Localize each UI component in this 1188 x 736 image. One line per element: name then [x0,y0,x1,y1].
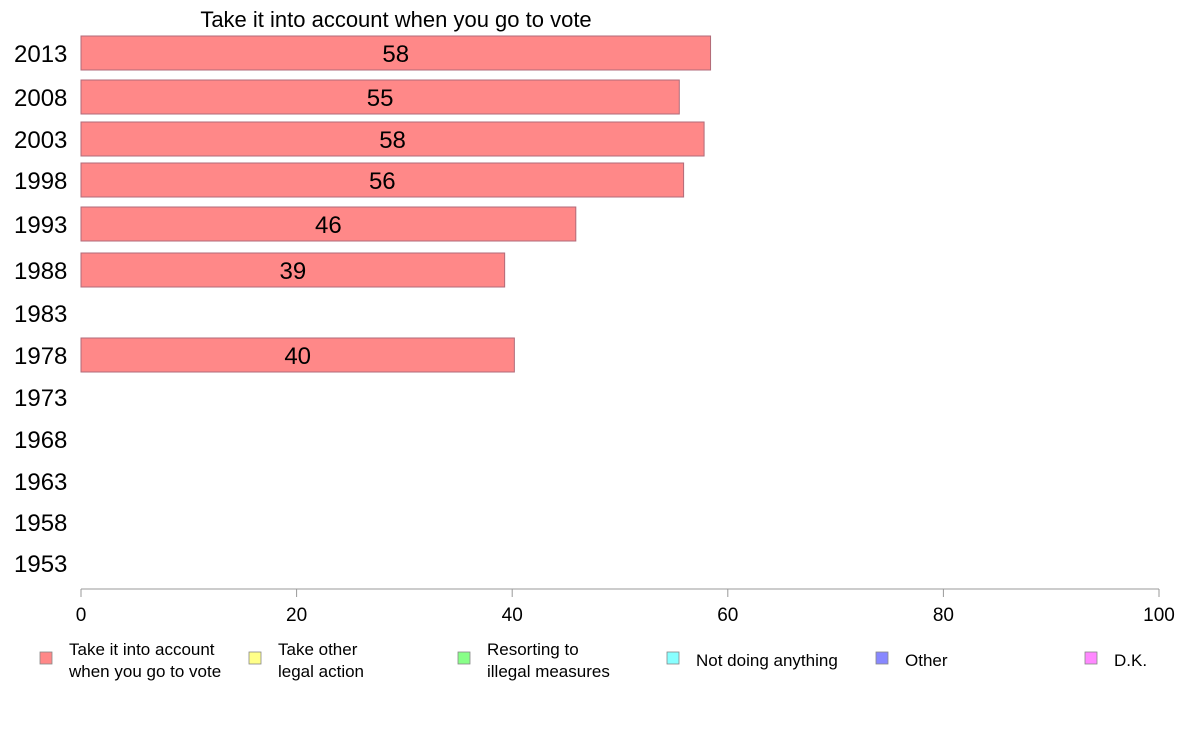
chart-title: Take it into account when you go to vote [200,7,591,32]
category-labels: 2013 2008 2003 1998 1993 1988 1983 1978 1973 1968… [14,41,67,578]
legend-swatch-3 [666,651,680,665]
bar-2013 [80,35,712,71]
legend-swatch-2 [457,651,471,665]
x-tick-label-40: 40 [502,605,523,626]
category-label-1968: 1968 [14,427,67,454]
legend-label-0-0: Take it into account [69,640,215,659]
category-label-2003: 2003 [14,127,67,154]
category-label-1973: 1973 [14,385,67,412]
legend-label-1-1: legal action [278,662,364,681]
category-label-2013: 2013 [14,41,67,68]
bar-1993 [80,206,577,242]
legend-label-2-1: illegal measures [487,662,610,681]
category-label-1953: 1953 [14,551,67,578]
legend-label-3-0: Not doing anything [696,651,838,670]
x-tick-label-60: 60 [717,605,738,626]
legend-label-5-0: D.K. [1114,651,1147,670]
bar-1998 [80,162,685,198]
category-label-2008: 2008 [14,85,67,112]
data-label-2008: 55 [367,85,394,112]
bar-2003 [80,121,705,157]
data-label-1993: 46 [315,212,342,239]
x-tick-label-20: 20 [286,605,307,626]
data-label-1998: 56 [369,168,396,195]
category-label-1993: 1993 [14,212,67,239]
x-axis: 0 20 40 60 80 100 [76,588,1175,626]
category-label-1998: 1998 [14,168,67,195]
legend-label-2-0: Resorting to [487,640,579,659]
x-tick-label-0: 0 [76,605,87,626]
x-tick-label-80: 80 [933,605,954,626]
category-label-1963: 1963 [14,469,67,496]
category-label-1958: 1958 [14,510,67,537]
data-label-1988: 39 [279,258,306,285]
x-tick-label-100: 100 [1143,605,1175,626]
data-label-2003: 58 [379,127,406,154]
legend-swatch-5 [1084,651,1098,665]
bar-1988 [80,252,506,288]
data-label-2013: 58 [382,41,409,68]
bar-2008 [80,79,680,115]
legend-label-1-0: Take other [278,640,358,659]
category-label-1983: 1983 [14,301,67,328]
legend-swatch-1 [248,651,262,665]
data-label-1978: 40 [284,343,311,370]
bars-group: 58 55 58 56 46 39 40 [80,35,712,373]
legend-label-4-0: Other [905,651,948,670]
legend: Take it into account when you go to vote T… [39,640,1147,681]
category-label-1988: 1988 [14,258,67,285]
legend-swatch-4 [875,651,889,665]
legend-swatch-0 [39,651,53,665]
bar-1978 [80,337,515,373]
legend-label-0-1: when you go to vote [68,662,221,681]
category-label-1978: 1978 [14,343,67,370]
